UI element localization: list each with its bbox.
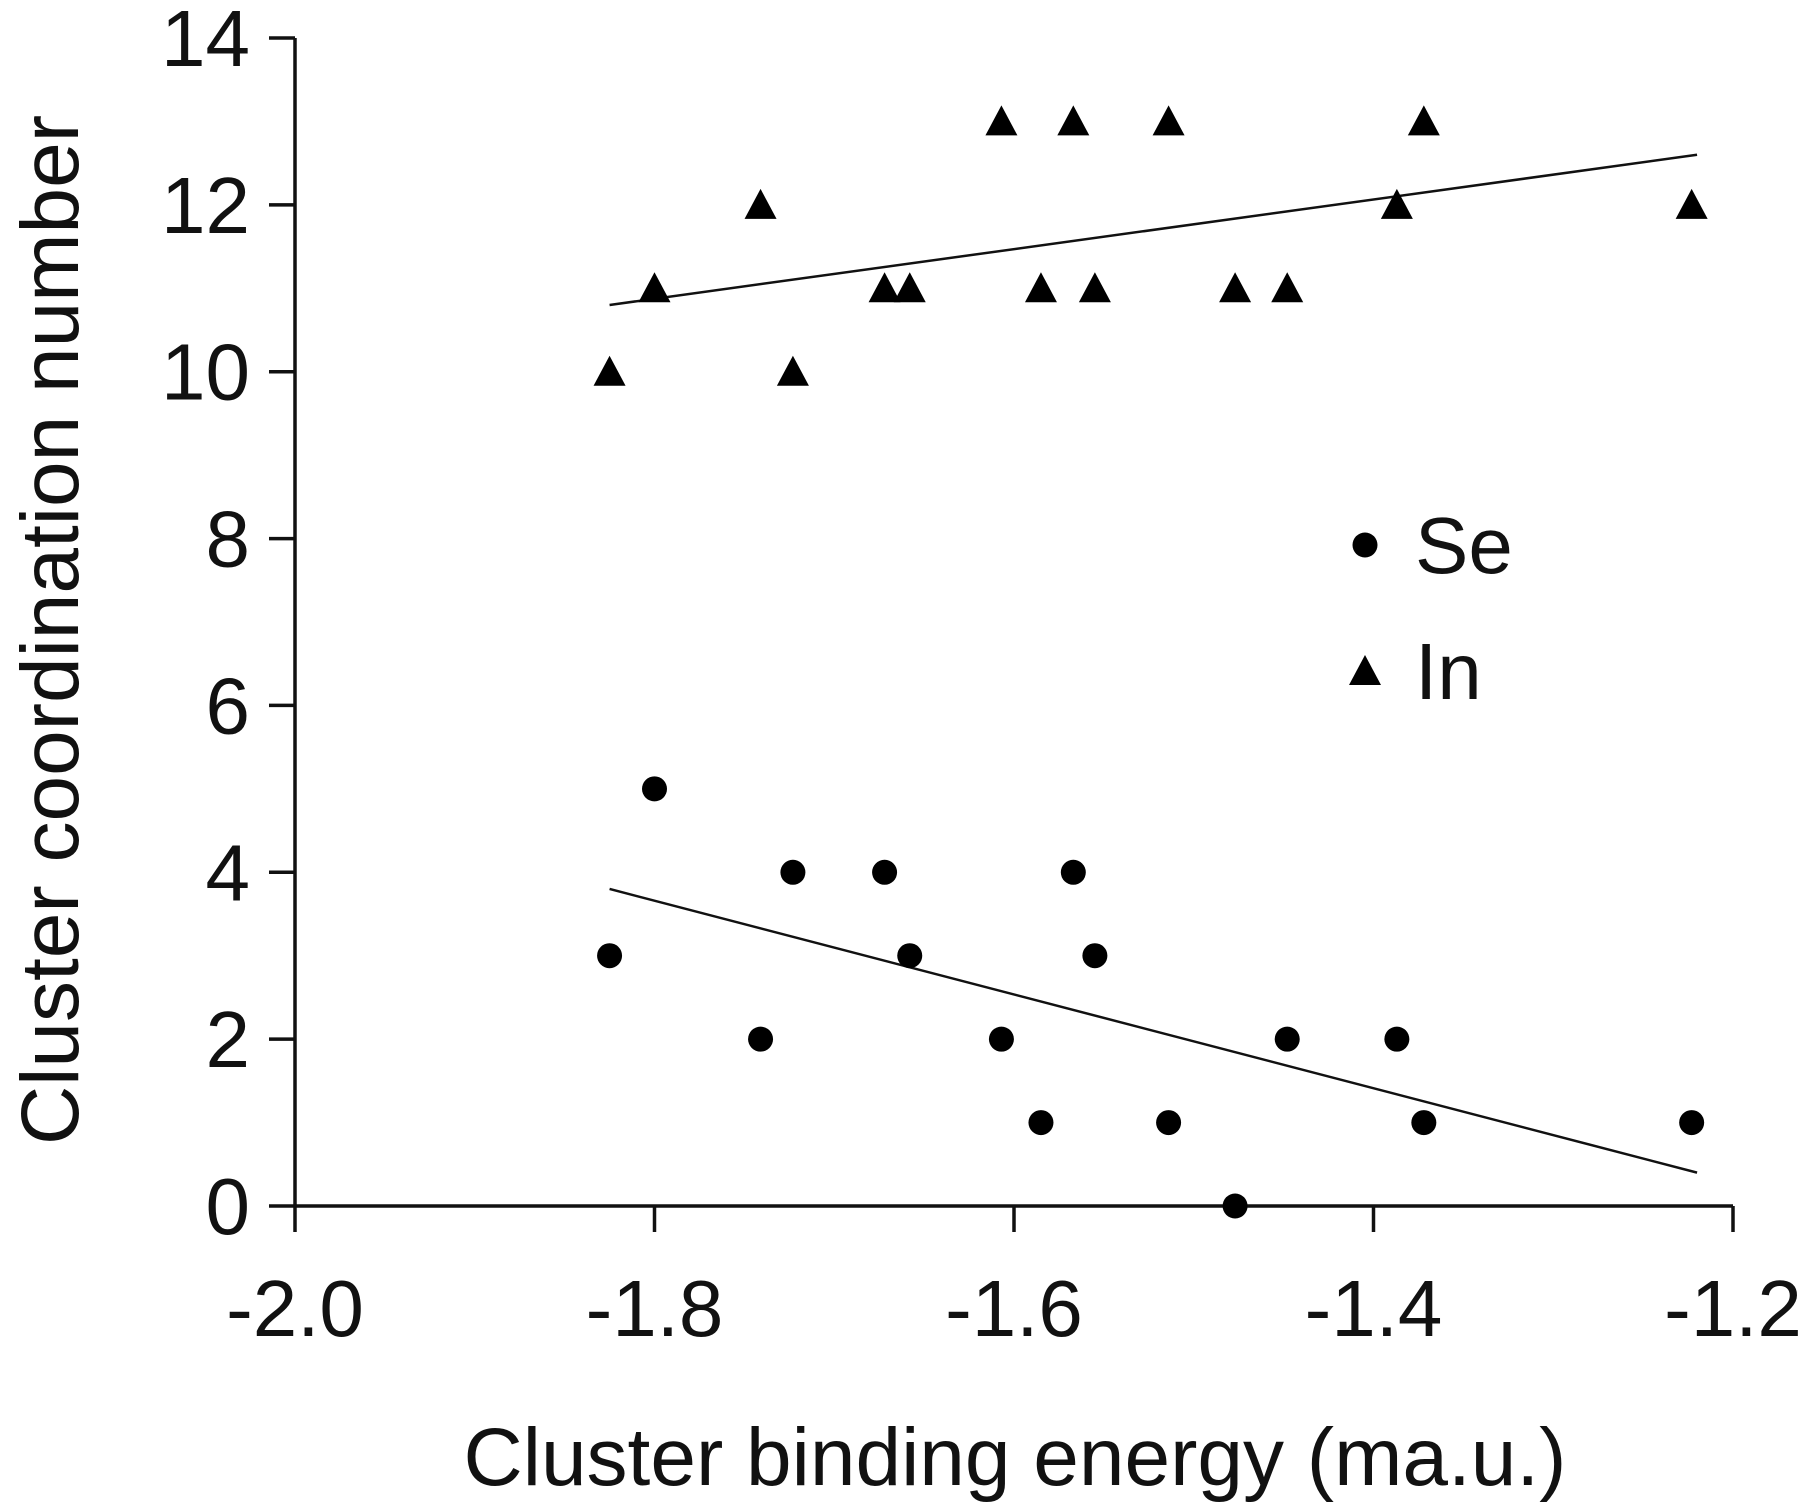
series-in bbox=[593, 105, 1708, 386]
y-tick-label: 14 bbox=[161, 0, 250, 83]
axes: 0 2 4 6 8 10 12 14 -2.0 -1.8 -1.6 -1.4 -1.2 bbox=[161, 0, 1802, 1353]
se-point bbox=[1222, 1193, 1248, 1219]
in-point bbox=[593, 355, 626, 386]
se-point bbox=[1274, 1026, 1300, 1052]
x-tick-label: -1.8 bbox=[586, 1264, 724, 1353]
in-point bbox=[893, 272, 926, 303]
se-point bbox=[1082, 943, 1108, 969]
in-point bbox=[1675, 188, 1708, 219]
in-point bbox=[744, 188, 777, 219]
se-point bbox=[1384, 1026, 1410, 1052]
in-point bbox=[776, 355, 809, 386]
x-tick-label: -1.4 bbox=[1305, 1264, 1443, 1353]
se-point bbox=[780, 859, 806, 885]
y-tick-label: 8 bbox=[206, 495, 251, 584]
se-point bbox=[1679, 1110, 1705, 1136]
y-tick-label: 12 bbox=[161, 161, 250, 250]
in-point bbox=[1024, 272, 1057, 303]
y-tick-label: 0 bbox=[206, 1162, 251, 1251]
trendlines bbox=[609, 153, 1698, 1174]
se-point bbox=[748, 1026, 774, 1052]
data-points bbox=[593, 105, 1708, 1219]
y-tick-label: 4 bbox=[206, 828, 251, 917]
se-point bbox=[988, 1026, 1014, 1052]
legend-marker-in bbox=[1349, 655, 1381, 685]
in-point bbox=[1271, 272, 1304, 303]
x-axis-title: Cluster binding energy (ma.u.) bbox=[464, 1412, 1567, 1503]
x-tick-label: -1.2 bbox=[1664, 1264, 1802, 1353]
trendline-se bbox=[609, 887, 1698, 1174]
in-point bbox=[1078, 272, 1111, 303]
trendline-in bbox=[609, 153, 1698, 307]
legend-label-in: In bbox=[1415, 627, 1482, 716]
legend: Se In bbox=[1349, 501, 1513, 716]
x-tick-label: -1.6 bbox=[945, 1264, 1083, 1353]
se-point bbox=[1028, 1110, 1054, 1136]
x-tick-label: -2.0 bbox=[226, 1264, 364, 1353]
se-point bbox=[1060, 859, 1086, 885]
in-point bbox=[1407, 105, 1440, 136]
y-tick-label: 2 bbox=[206, 995, 251, 1084]
y-tick-label: 6 bbox=[206, 661, 251, 750]
in-point bbox=[868, 272, 901, 303]
legend-marker-se bbox=[1352, 532, 1378, 558]
se-point bbox=[597, 943, 623, 969]
y-tick-label: 10 bbox=[161, 328, 250, 417]
se-point bbox=[1156, 1110, 1182, 1136]
in-point bbox=[985, 105, 1018, 136]
in-point bbox=[1219, 272, 1252, 303]
in-point bbox=[638, 272, 671, 303]
y-axis-title: Cluster coordination number bbox=[5, 115, 96, 1145]
series-se bbox=[597, 776, 1705, 1219]
in-point bbox=[1057, 105, 1090, 136]
in-point bbox=[1380, 188, 1413, 219]
legend-label-se: Se bbox=[1415, 501, 1513, 590]
in-point bbox=[1152, 105, 1185, 136]
se-point bbox=[872, 859, 898, 885]
se-point bbox=[897, 943, 923, 969]
se-point bbox=[642, 776, 667, 802]
se-point bbox=[1411, 1110, 1437, 1136]
